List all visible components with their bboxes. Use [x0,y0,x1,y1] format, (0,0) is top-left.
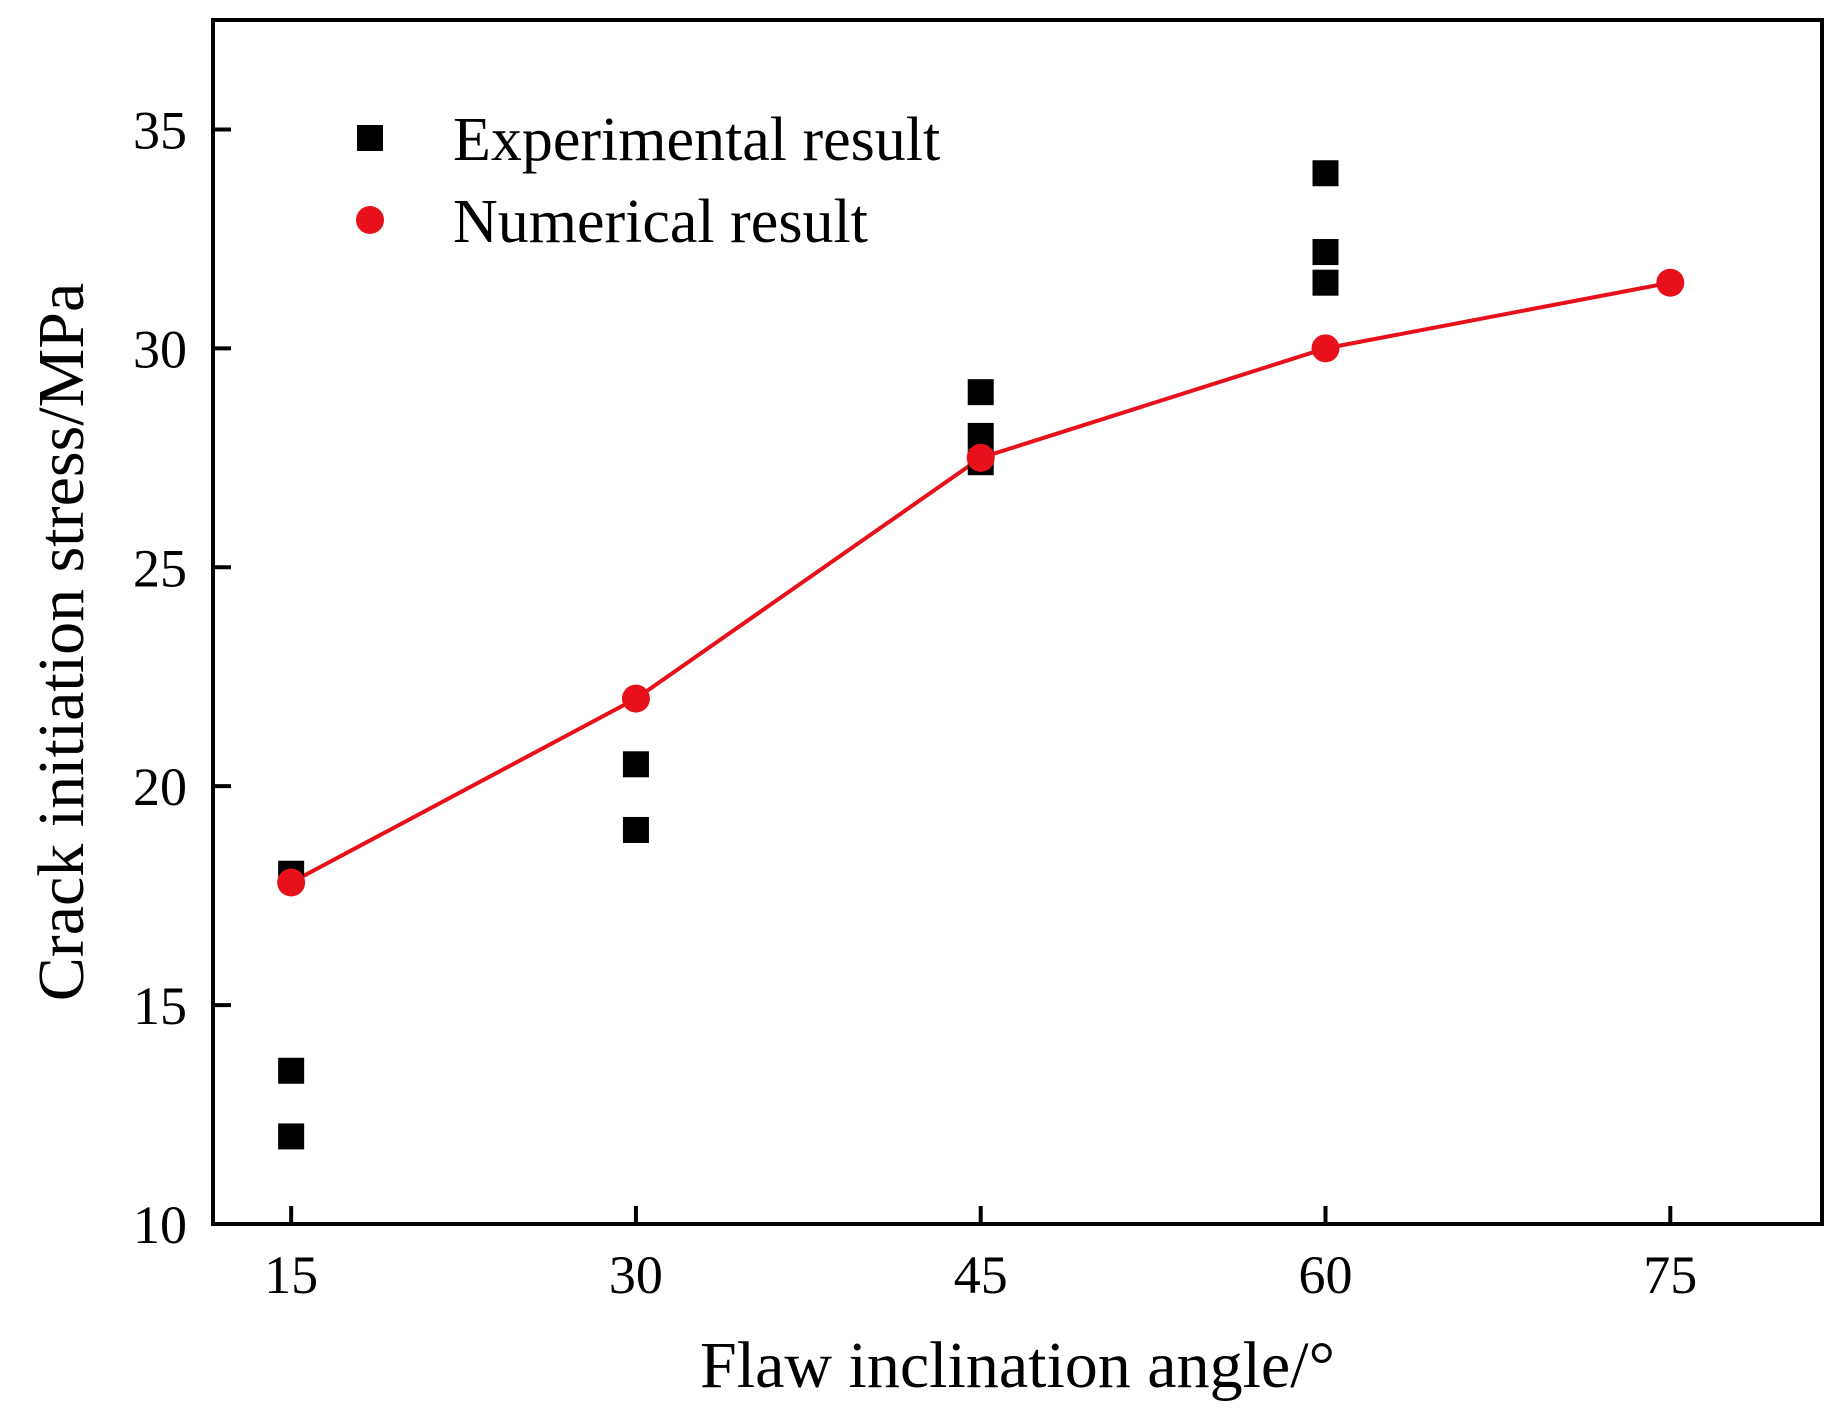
numerical-point [966,443,995,472]
legend-label: Experimental result [453,106,940,174]
numerical-point [1656,268,1685,297]
x-axis-title: Flaw inclination angle/° [700,1329,1335,1402]
y-axis: 10 15 20 25 30 35 [133,100,231,1255]
y-tick-label: 25 [133,538,187,598]
legend-experimental-marker [357,125,383,151]
series-markers [277,160,1685,1150]
y-tick-label: 20 [133,757,187,817]
numerical-point [621,684,650,713]
numerical-point [277,868,306,897]
experimental-point [278,1057,305,1084]
experimental-point [1312,160,1339,187]
legend: Experimental result Numerical result [356,106,940,256]
x-axis: 15 30 45 60 75 [264,1206,1697,1305]
x-tick-label: 60 [1299,1245,1353,1305]
y-tick-label: 35 [133,100,187,160]
x-tick-label: 45 [954,1245,1008,1305]
experimental-point [1312,239,1339,266]
series-lines [290,280,1671,885]
x-tick-label: 75 [1643,1245,1697,1305]
experimental-point [622,816,649,843]
y-tick-label: 15 [133,976,187,1036]
y-tick-label: 10 [133,1195,187,1255]
legend-numerical-marker [356,206,384,234]
legend-label: Numerical result [453,188,868,256]
plot-frame [211,18,1824,1226]
numerical-point [1311,334,1340,363]
numerical-series-line [290,280,1671,885]
x-tick-label: 15 [264,1245,318,1305]
x-tick-label: 30 [609,1245,663,1305]
experimental-point [278,1123,305,1150]
experimental-point [622,751,649,778]
experimental-point [967,379,994,406]
y-tick-label: 30 [133,319,187,379]
experimental-point [1312,269,1339,296]
y-axis-title: Crack initiation stress/MPa [25,283,98,1002]
